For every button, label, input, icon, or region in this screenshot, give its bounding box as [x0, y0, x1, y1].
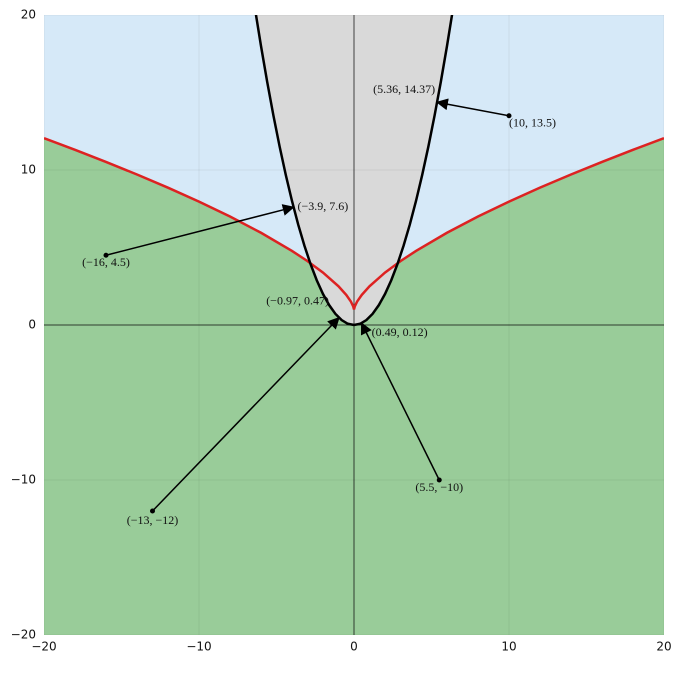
overlay: −20 −10 0 10 20 −20 −10 0 10 20 (−3.9, 7.6) (−16, 4… [11, 8, 672, 654]
annotation-label: (−0.97, 0.47) [266, 293, 329, 307]
y-tick-label: −10 [11, 473, 36, 487]
annotation-point [150, 508, 155, 514]
annotation-arrow [435, 98, 510, 117]
x-tick-label: −20 [31, 640, 56, 654]
curve [44, 137, 664, 310]
annotation-arrow [151, 316, 340, 512]
y-tick-label: 0 [28, 318, 36, 332]
annotation-label: (−16, 4.5) [82, 255, 130, 269]
annotation-label: (0.49, 0.12) [372, 325, 428, 339]
curve [254, 15, 454, 327]
y-tick-label: 10 [21, 163, 36, 177]
annotation-point [436, 477, 442, 483]
x-tick-label: −10 [186, 640, 211, 654]
y-tick-label: 20 [21, 8, 36, 22]
x-tick-label: 10 [501, 640, 516, 654]
annotation-point [103, 252, 109, 258]
plot-area [44, 15, 664, 635]
annotation-label: (5.5, −10) [415, 480, 463, 494]
annotation-label: (−3.9, 7.6) [298, 199, 349, 213]
y-tick-label: −20 [11, 628, 36, 642]
x-tick-label: 20 [656, 640, 671, 654]
x-tick-label: 0 [350, 640, 358, 654]
annotation-label: (5.36, 14.37) [373, 82, 435, 96]
annotation-label: (10, 13.5) [509, 116, 556, 130]
annotation-arrow [360, 322, 440, 481]
annotation-arrow [105, 204, 295, 256]
annotation-point [506, 113, 512, 119]
annotation-label: (−13, −12) [127, 513, 179, 527]
